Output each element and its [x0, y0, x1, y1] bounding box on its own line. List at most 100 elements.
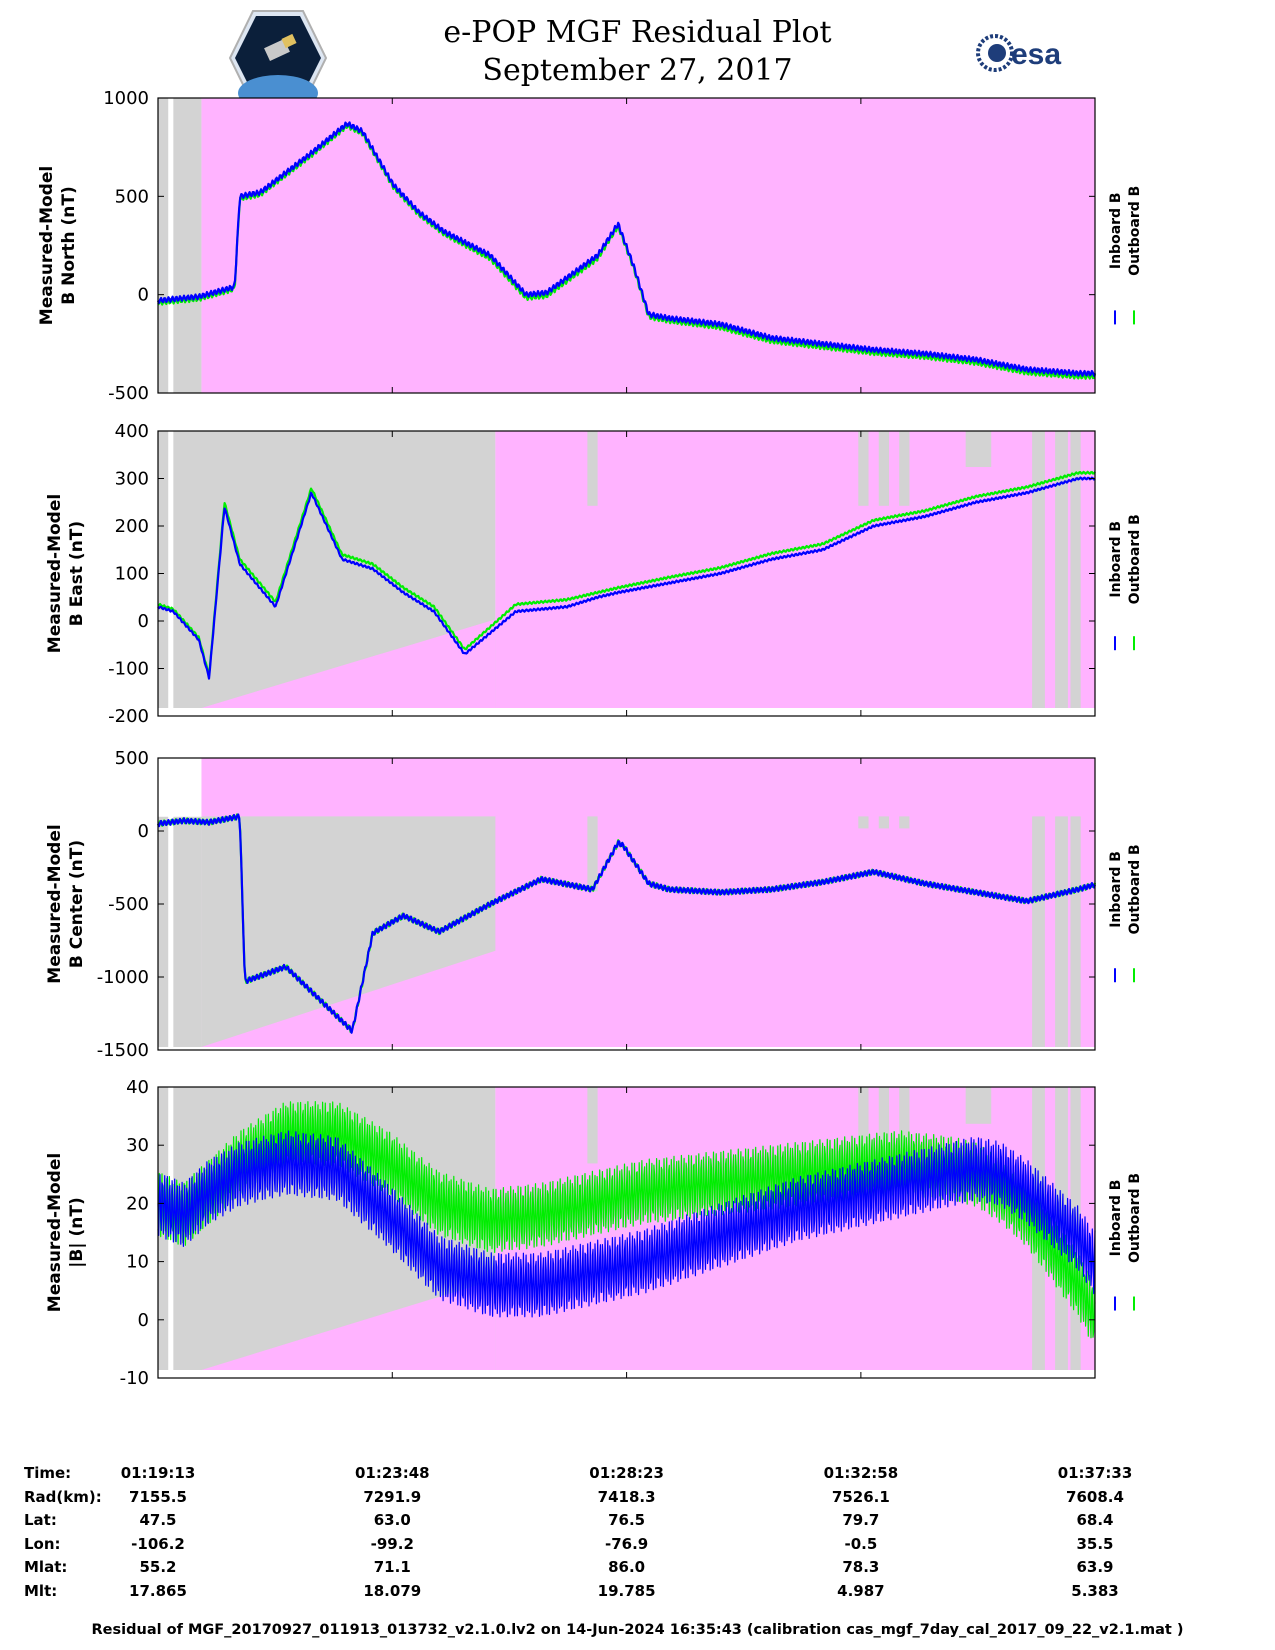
y-axis-label-line-1: Measured-Model [45, 494, 65, 653]
table-cell: 55.2 [139, 1558, 177, 1576]
esa-logo-text: esa [1011, 38, 1061, 71]
table-cell: -106.2 [131, 1534, 185, 1553]
table-cell: 76.5 [608, 1511, 646, 1529]
chart-panel-2: 400 300 200 100 0 -100 -200 Measured-Model B Eas… [45, 421, 1143, 727]
gray-region [587, 1087, 598, 1164]
gray-region [899, 431, 910, 506]
gray-region [1055, 816, 1068, 1047]
table-cell: 01:28:23 [589, 1464, 664, 1482]
gray-region [158, 431, 169, 708]
table-cell: 7526.1 [831, 1487, 890, 1506]
series-line-inboard [157, 1130, 1096, 1318]
y-axis-label-line-1: Measured-Model [45, 1153, 65, 1312]
y-tick-label: 0 [138, 821, 149, 842]
table-cell: 4.987 [837, 1581, 885, 1600]
gray-region [965, 1087, 992, 1124]
gray-region [965, 431, 992, 468]
table-cell: 01:32:58 [823, 1464, 899, 1482]
y-tick-label: -500 [108, 383, 149, 404]
table-cell: 19.785 [597, 1581, 656, 1600]
y-tick-label: 10 [126, 1252, 149, 1273]
series-line-outboard [157, 470, 1096, 677]
series-line-inboard [156, 121, 1097, 377]
row-label: Mlt: [24, 1581, 58, 1600]
table-cell: 7608.4 [1066, 1487, 1124, 1506]
table-cell: 5.383 [1071, 1581, 1119, 1600]
series-line-inboard [156, 813, 1097, 1034]
title-line-2: September 27, 2017 [482, 53, 793, 88]
legend-outboard-label: Outboard B [1127, 514, 1143, 604]
table-cell: 01:37:33 [1057, 1464, 1133, 1482]
gray-region [858, 431, 869, 506]
gray-region [158, 98, 169, 393]
table-cell: 35.5 [1076, 1534, 1114, 1553]
table-cell: 68.4 [1076, 1511, 1114, 1529]
gray-region [878, 431, 889, 506]
table-cell: 01:23:48 [354, 1464, 430, 1482]
row-label: Mlat: [24, 1558, 68, 1576]
legend-inboard-label: Inboard B [1108, 192, 1124, 269]
gray-region [858, 1087, 869, 1164]
legend-inboard-label: Inboard B [1108, 521, 1124, 598]
gray-region [878, 1087, 889, 1164]
chart-panel-4: 40 30 20 10 0 -10 Measured-Model |B| (nT) Inboar… [45, 1077, 1143, 1389]
page-title: e-POP MGF Residual Plot September 27, 20… [0, 14, 1275, 90]
legend-inboard-label: Inboard B [1108, 851, 1124, 928]
pink-region [201, 619, 496, 708]
table-cell: 7418.3 [597, 1487, 656, 1506]
y-tick-label: 0 [138, 1310, 149, 1331]
row-label: Time: [24, 1464, 72, 1482]
gray-region [1070, 431, 1081, 708]
y-tick-label: 0 [138, 611, 149, 632]
gray-region [1070, 816, 1081, 1047]
table-cell: 63.9 [1076, 1558, 1114, 1576]
orbit-info-table: Time: Rad(km): Lat: Lon: Mlat: Mlt: 01:19:13 71… [0, 1462, 1275, 1612]
gray-region [201, 816, 496, 1047]
table-cell: -99.2 [370, 1534, 414, 1553]
y-tick-label: 100 [115, 564, 149, 585]
y-tick-label: 1000 [103, 88, 149, 109]
legend-outboard-label: Outboard B [1127, 186, 1143, 276]
gray-region [1032, 816, 1045, 1047]
y-axis-label-line-2: |B| (nT) [67, 1197, 87, 1268]
table-cell: 01:19:13 [120, 1464, 196, 1482]
table-cell: 17.865 [129, 1581, 187, 1600]
pink-region [495, 431, 1095, 708]
y-tick-label: -10 [120, 1368, 149, 1389]
y-axis-label-line-2: B East (nT) [67, 521, 87, 626]
gray-region [1032, 431, 1045, 708]
gray-region [899, 816, 910, 829]
pink-region [201, 98, 1095, 393]
y-axis-label-line-2: B North (nT) [59, 186, 79, 305]
row-label: Lon: [24, 1534, 61, 1553]
table-cell: 71.1 [373, 1558, 411, 1576]
gray-region [587, 431, 598, 506]
y-tick-label: 40 [126, 1077, 149, 1098]
legend-outboard-label: Outboard B [1127, 844, 1143, 934]
pink-region [201, 1279, 496, 1370]
series-line-inboard [157, 476, 1096, 680]
chart-panel-1: 1000 500 0 -500 Measured-Model B North (nT) In… [37, 88, 1143, 404]
y-tick-label: -100 [108, 659, 149, 680]
gray-region [173, 98, 202, 393]
gray-region [878, 816, 889, 829]
table-cell: 86.0 [608, 1558, 646, 1576]
title-line-1: e-POP MGF Residual Plot [443, 15, 832, 50]
gray-region [158, 816, 169, 1047]
gray-region [1055, 431, 1068, 708]
table-cell: 63.0 [373, 1511, 411, 1529]
table-cell: 18.079 [363, 1581, 422, 1600]
y-axis-label-line-1: Measured-Model [37, 166, 57, 325]
y-tick-label: -1000 [97, 967, 149, 988]
gray-region [858, 816, 869, 829]
y-tick-label: 30 [126, 1135, 149, 1156]
y-tick-label: 200 [115, 516, 149, 537]
table-cell: 7155.5 [129, 1487, 187, 1506]
y-tick-label: 0 [138, 285, 149, 306]
table-cell: 7291.9 [363, 1487, 422, 1506]
gray-region [173, 816, 202, 1047]
cassiope-logo [228, 10, 328, 108]
y-tick-label: 500 [115, 748, 149, 769]
table-cell: 79.7 [842, 1511, 880, 1529]
